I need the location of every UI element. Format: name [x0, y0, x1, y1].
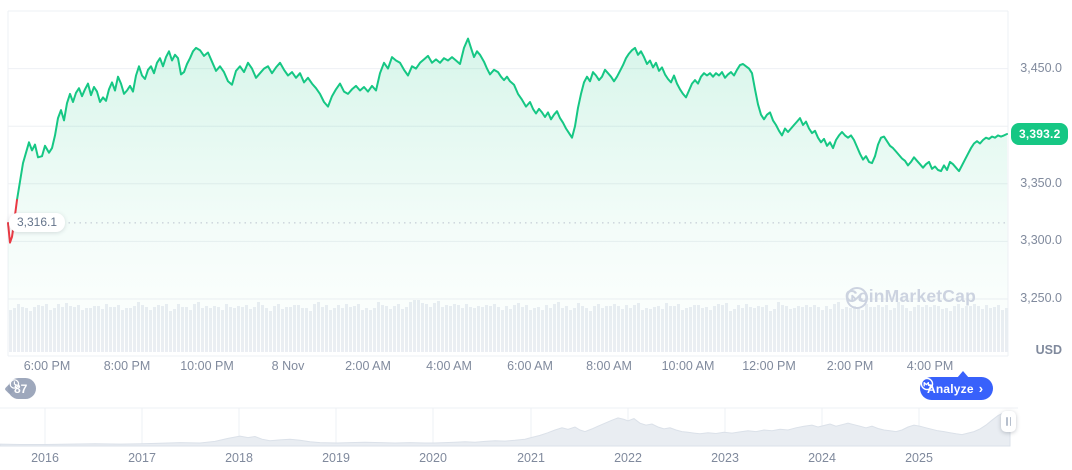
- price-area-fill: [8, 38, 1008, 356]
- chevron-right-icon: ›: [978, 380, 984, 396]
- history-clock-icon: [9, 379, 20, 389]
- analyze-button-label: Analyze: [927, 381, 974, 396]
- analyze-button[interactable]: Analyze ›: [920, 377, 994, 400]
- current-price-badge: 3,393.2: [1011, 123, 1069, 145]
- minimap-drag-handle[interactable]: [1001, 411, 1016, 432]
- annotations-count-badge[interactable]: 87: [8, 378, 37, 399]
- open-price-label: 3,316.1: [9, 213, 66, 232]
- minimap-chart[interactable]: [0, 407, 1018, 447]
- analyze-caret: [957, 371, 969, 378]
- annotations-count: 87: [14, 381, 28, 396]
- coinmarketcap-logo-icon: [920, 377, 934, 391]
